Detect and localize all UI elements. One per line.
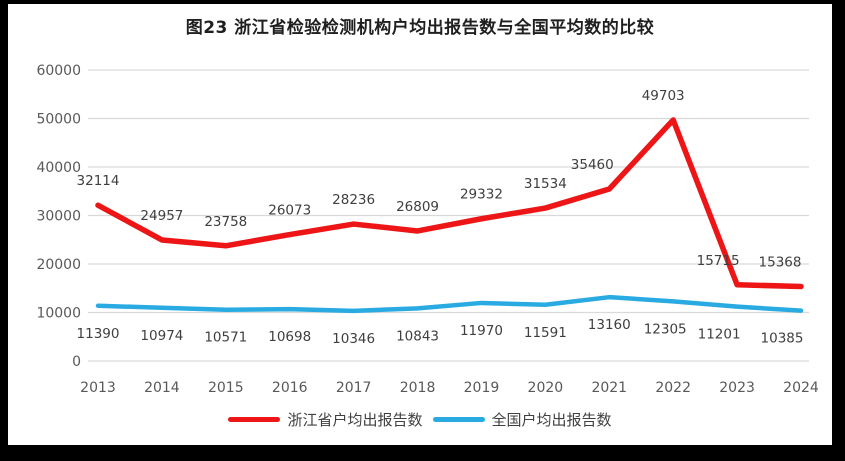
data-label: 32114 (77, 173, 120, 189)
x-tick-label: 2020 (528, 380, 564, 396)
y-tick-label: 20000 (36, 257, 81, 273)
y-tick-label: 10000 (36, 306, 81, 322)
y-tick-label: 60000 (36, 63, 81, 79)
y-tick-label: 30000 (36, 209, 81, 225)
zhejiang-line-swatch (228, 417, 281, 422)
national-line-swatch (432, 417, 485, 422)
data-label: 10385 (761, 331, 804, 347)
x-tick-label: 2016 (272, 380, 308, 396)
y-tick-label: 50000 (36, 112, 81, 128)
data-label: 10571 (204, 330, 247, 346)
y-tick-label: 40000 (36, 160, 81, 176)
data-label: 10843 (396, 328, 439, 344)
chart-canvas: 图23 浙江省检验检测机构户均出报告数与全国平均数的比较 0 10000 20000… (8, 4, 832, 445)
x-tick-label: 2021 (591, 380, 627, 396)
data-label: 23758 (204, 214, 247, 230)
x-tick-label: 2022 (655, 380, 691, 396)
x-tick-label: 2024 (783, 380, 819, 396)
data-label: 15715 (697, 253, 740, 269)
data-label: 10346 (332, 331, 375, 347)
data-label: 15368 (759, 254, 802, 270)
x-tick-label: 2023 (719, 380, 755, 396)
legend-item-national: 全国户均出报告数 (432, 409, 612, 430)
data-label: 26809 (396, 199, 439, 215)
data-label: 11390 (77, 326, 120, 342)
data-label: 12305 (644, 321, 687, 337)
series-line-0 (95, 117, 804, 290)
data-label: 29332 (460, 187, 503, 203)
x-tick-label: 2017 (336, 380, 372, 396)
y-tick-label: 0 (72, 354, 81, 370)
legend-item-zhejiang: 浙江省户均出报告数 (228, 409, 423, 430)
x-tick-label: 2014 (144, 380, 180, 396)
x-tick-label: 2013 (80, 380, 116, 396)
data-label: 10974 (140, 328, 183, 344)
data-label: 10698 (268, 329, 311, 345)
data-label: 11970 (460, 323, 503, 339)
data-label: 28236 (332, 192, 375, 208)
data-label: 11591 (524, 325, 567, 341)
data-label: 13160 (588, 317, 631, 333)
data-label: 11201 (698, 327, 741, 343)
chart-legend: 浙江省户均出报告数 全国户均出报告数 (8, 409, 832, 430)
data-label: 49703 (642, 88, 685, 104)
legend-label-zhejiang: 浙江省户均出报告数 (287, 411, 423, 429)
line-chart: 0 10000 20000 30000 40000 50000 60000 2013 2014 2… (36, 63, 819, 396)
x-tick-label: 2018 (400, 380, 436, 396)
legend-label-national: 全国户均出报告数 (491, 411, 612, 429)
x-tick-label: 2015 (208, 380, 244, 396)
data-label: 35460 (571, 157, 614, 173)
data-label: 31534 (524, 176, 567, 192)
chart-title: 图23 浙江省检验检测机构户均出报告数与全国平均数的比较 (185, 18, 655, 38)
series-line-1 (95, 294, 804, 314)
data-label: 24957 (140, 208, 183, 224)
data-label: 26073 (268, 203, 311, 219)
x-tick-label: 2019 (464, 380, 500, 396)
